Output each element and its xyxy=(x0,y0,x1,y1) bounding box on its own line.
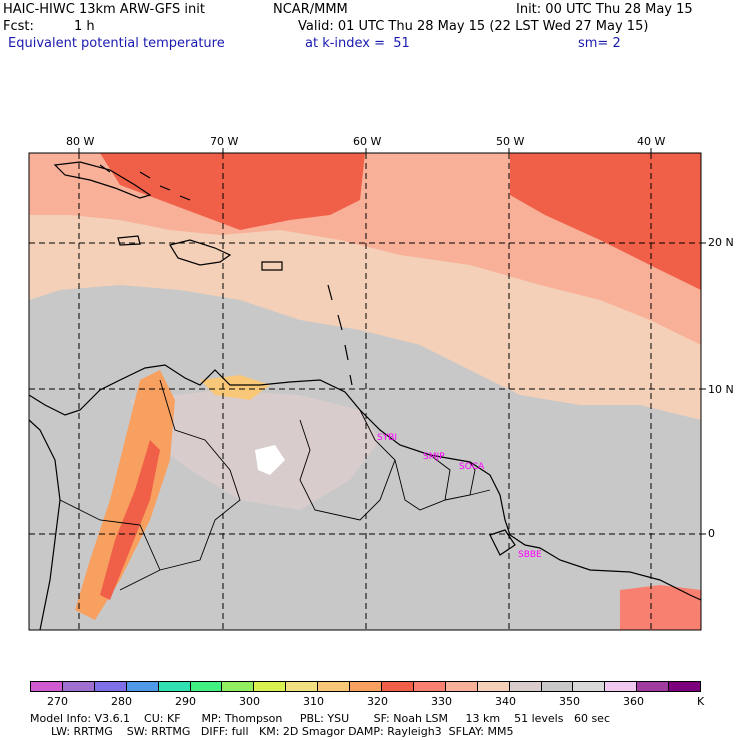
colorbar-swatch xyxy=(509,682,542,691)
lon-label-60w: 60 W xyxy=(353,135,382,148)
map-frame xyxy=(28,152,702,631)
theta-e-330-se xyxy=(620,585,701,630)
colorbar-swatch xyxy=(413,682,446,691)
colorbar-swatch xyxy=(477,682,510,691)
model-title: HAIC-HIWC 13km ARW-GFS init xyxy=(3,2,205,17)
station-sbbe: SBBE xyxy=(518,550,542,560)
tick-marks xyxy=(78,148,706,535)
footer-model-info: Model Info: V3.6.1 CU: KF MP: Thompson P… xyxy=(30,712,610,725)
level-label: at k-index = 51 xyxy=(305,36,410,51)
colorbar-label-360: 360 xyxy=(623,695,644,708)
org-label: NCAR/MMM xyxy=(273,2,348,17)
fcst-label: Fcst: xyxy=(3,19,34,34)
colorbar-swatch xyxy=(605,682,638,691)
colorbar-swatch xyxy=(254,682,287,691)
colorbar-swatch xyxy=(445,682,478,691)
colorbar-label-300: 300 xyxy=(239,695,260,708)
theta-e-orange-coast xyxy=(200,375,270,400)
colorbar-units: K xyxy=(697,695,705,708)
colorbar-swatch xyxy=(286,682,319,691)
theta-e-white-patch xyxy=(255,445,285,475)
theta-e-330-north xyxy=(100,153,365,230)
lon-label-50w: 50 W xyxy=(496,135,525,148)
colorbar-label-280: 280 xyxy=(111,695,132,708)
colorbar-label-290: 290 xyxy=(175,695,196,708)
station-sybi: SYBI xyxy=(377,433,397,443)
station-smjp: SMJP xyxy=(423,452,445,462)
colorbar-label-270: 270 xyxy=(47,695,68,708)
init-time: Init: 00 UTC Thu 28 May 15 xyxy=(516,2,693,17)
colorbar-swatch xyxy=(541,682,574,691)
colorbar-swatch xyxy=(190,682,223,691)
colorbar xyxy=(30,681,701,692)
lat-label-20n: 20 N xyxy=(708,236,734,249)
valid-time: Valid: 01 UTC Thu 28 May 15 (22 LST Wed … xyxy=(298,19,649,34)
colorbar-swatch xyxy=(222,682,255,691)
station-soca: SOCA xyxy=(459,462,485,472)
colorbar-swatch xyxy=(669,682,701,691)
lat-label-10n: 10 N xyxy=(708,383,734,396)
lat-label-eq: 0 xyxy=(708,527,715,540)
theta-e-330-andes xyxy=(100,440,160,600)
field-name: Equivalent potential temperature xyxy=(8,36,225,51)
lon-label-70w: 70 W xyxy=(210,135,239,148)
colorbar-label-350: 350 xyxy=(559,695,580,708)
colorbar-label-330: 330 xyxy=(431,695,452,708)
colorbar-swatch xyxy=(31,682,63,691)
graticule xyxy=(29,153,701,630)
colorbar-swatch xyxy=(350,682,382,691)
colorbar-swatch xyxy=(381,682,414,691)
colorbar-swatch xyxy=(62,682,95,691)
colorbar-label-320: 320 xyxy=(367,695,388,708)
colorbar-swatch xyxy=(573,682,606,691)
smoothing-label: sm= 2 xyxy=(578,36,621,51)
footer-physics-info: LW: RRTMG SW: RRTMG DIFF: full KM: 2D Sm… xyxy=(30,725,514,738)
colorbar-swatch xyxy=(318,682,351,691)
colorbar-swatch xyxy=(94,682,127,691)
theta-e-330-northeast xyxy=(510,153,701,290)
colorbar-label-340: 340 xyxy=(495,695,516,708)
fcst-value: 1 h xyxy=(74,19,95,34)
theta-e-320-andes xyxy=(75,370,175,620)
colorbar-label-310: 310 xyxy=(303,695,324,708)
colorbar-swatch xyxy=(158,682,191,691)
lon-label-80w: 80 W xyxy=(66,135,95,148)
lon-label-40w: 40 W xyxy=(637,135,666,148)
colorbar-swatch xyxy=(126,682,159,691)
country-borders xyxy=(59,379,491,591)
colorbar-swatch xyxy=(637,682,670,691)
